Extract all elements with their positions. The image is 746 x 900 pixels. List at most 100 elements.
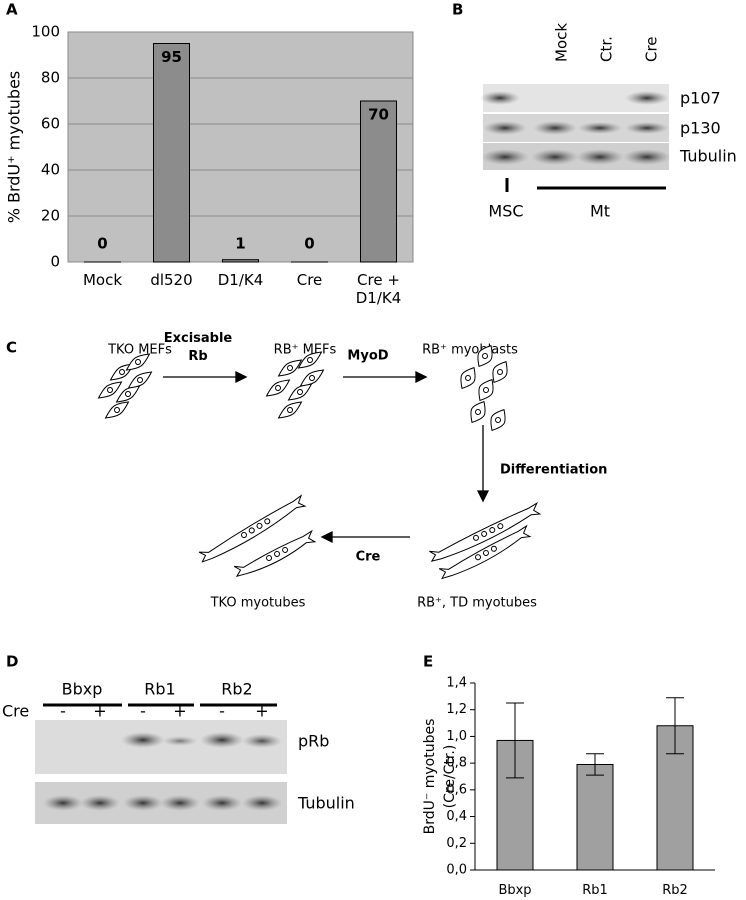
nucleus xyxy=(248,527,255,534)
nucleus xyxy=(274,550,281,557)
myotube xyxy=(429,501,542,562)
error-bar xyxy=(506,702,524,779)
sign-label: - xyxy=(60,702,66,721)
band xyxy=(80,795,120,811)
group-label: MSC xyxy=(488,202,523,221)
nucleus xyxy=(482,353,488,359)
sign-label: + xyxy=(255,702,268,721)
value-label: 1 xyxy=(235,235,245,253)
nucleus xyxy=(472,534,479,541)
y-tick-label: 1,4 xyxy=(446,676,467,691)
nucleus xyxy=(282,546,289,553)
band xyxy=(531,149,579,165)
stage-label: TKO MEFs xyxy=(107,343,172,358)
panel-label: B xyxy=(452,1,463,19)
y-tick-label: 0,4 xyxy=(446,809,467,824)
nucleus xyxy=(287,407,293,413)
sign-label: + xyxy=(93,702,106,721)
x-tick-label: Bbxp xyxy=(498,883,532,898)
group-label: Mt xyxy=(590,202,610,221)
blot-b xyxy=(480,84,671,170)
nucleus xyxy=(256,522,263,529)
nucleus xyxy=(495,417,501,423)
bar xyxy=(576,763,614,871)
y-axis-title: (Cre/Ctr.) xyxy=(442,745,458,809)
myotube-body xyxy=(429,501,542,562)
nucleus xyxy=(497,523,504,530)
myotube-body xyxy=(234,529,317,578)
band-label: Tubulin xyxy=(679,147,737,166)
y-tick-label: 20 xyxy=(41,207,60,225)
nucleus xyxy=(107,387,113,393)
nucleus xyxy=(497,369,503,375)
cell xyxy=(492,360,508,384)
blot-row xyxy=(35,720,287,774)
nucleus xyxy=(475,409,481,415)
cell xyxy=(470,400,486,424)
blot-d xyxy=(35,720,287,824)
nucleus xyxy=(135,359,141,365)
signs: - + - + - + xyxy=(60,702,269,721)
band xyxy=(625,122,669,134)
cell xyxy=(490,408,506,432)
nucleus xyxy=(309,375,315,381)
y-tick-label: 60 xyxy=(41,115,60,133)
nucleus xyxy=(114,407,120,413)
myotube xyxy=(198,494,307,563)
group-label: Rb2 xyxy=(221,680,252,699)
sign-label: - xyxy=(140,702,146,721)
value-label: 95 xyxy=(161,48,182,66)
band xyxy=(43,795,83,811)
nucleus xyxy=(287,365,293,371)
band xyxy=(483,121,527,135)
cell xyxy=(460,366,476,390)
band xyxy=(578,122,622,134)
nucleus xyxy=(490,545,497,552)
band xyxy=(121,732,165,748)
nucleus xyxy=(307,357,313,363)
y-tick-label: 0 xyxy=(50,253,60,271)
cell xyxy=(115,385,141,403)
nucleus xyxy=(481,530,488,537)
myotube-body xyxy=(198,494,307,563)
x-tick-label: Cre + D1/K4 xyxy=(355,271,402,307)
step-label: Differentiation xyxy=(500,463,607,478)
sign-label: - xyxy=(219,702,225,721)
step-label: Cre xyxy=(356,550,381,565)
nucleus xyxy=(465,375,471,381)
nucleus xyxy=(265,554,272,561)
band xyxy=(481,149,529,165)
stage-label: RB⁺ MEFs xyxy=(274,343,337,358)
band xyxy=(160,795,200,811)
nucleus xyxy=(474,554,481,561)
group-label: Bbxp xyxy=(62,680,103,699)
band xyxy=(625,91,669,105)
band xyxy=(200,732,244,748)
y-tick-label: 1,2 xyxy=(446,702,467,717)
myotube xyxy=(438,524,532,580)
value-label: 70 xyxy=(368,106,389,124)
cell xyxy=(277,401,303,419)
band xyxy=(123,795,163,811)
panel-label: D xyxy=(6,653,18,671)
nucleus xyxy=(137,377,143,383)
band-label: p107 xyxy=(680,89,721,108)
nucleus xyxy=(241,531,248,538)
cell xyxy=(127,371,153,389)
nucleus xyxy=(264,518,271,525)
x-tick-label: Mock xyxy=(82,271,123,289)
x-tick-label: Rb2 xyxy=(662,883,688,898)
error-bar xyxy=(586,753,604,776)
band xyxy=(480,91,520,105)
panel-label: A xyxy=(6,1,18,19)
bar xyxy=(360,100,397,263)
y-axis-title: % BrdU⁺ myotubes xyxy=(5,71,24,224)
y-tick-label: 80 xyxy=(41,69,60,87)
lane-label: Mock xyxy=(553,23,571,62)
band xyxy=(162,736,198,746)
y-tick-label: 0,2 xyxy=(446,836,467,851)
bar xyxy=(222,259,259,263)
value-label: 0 xyxy=(304,235,314,253)
y-tick-label: 1,0 xyxy=(446,729,467,744)
